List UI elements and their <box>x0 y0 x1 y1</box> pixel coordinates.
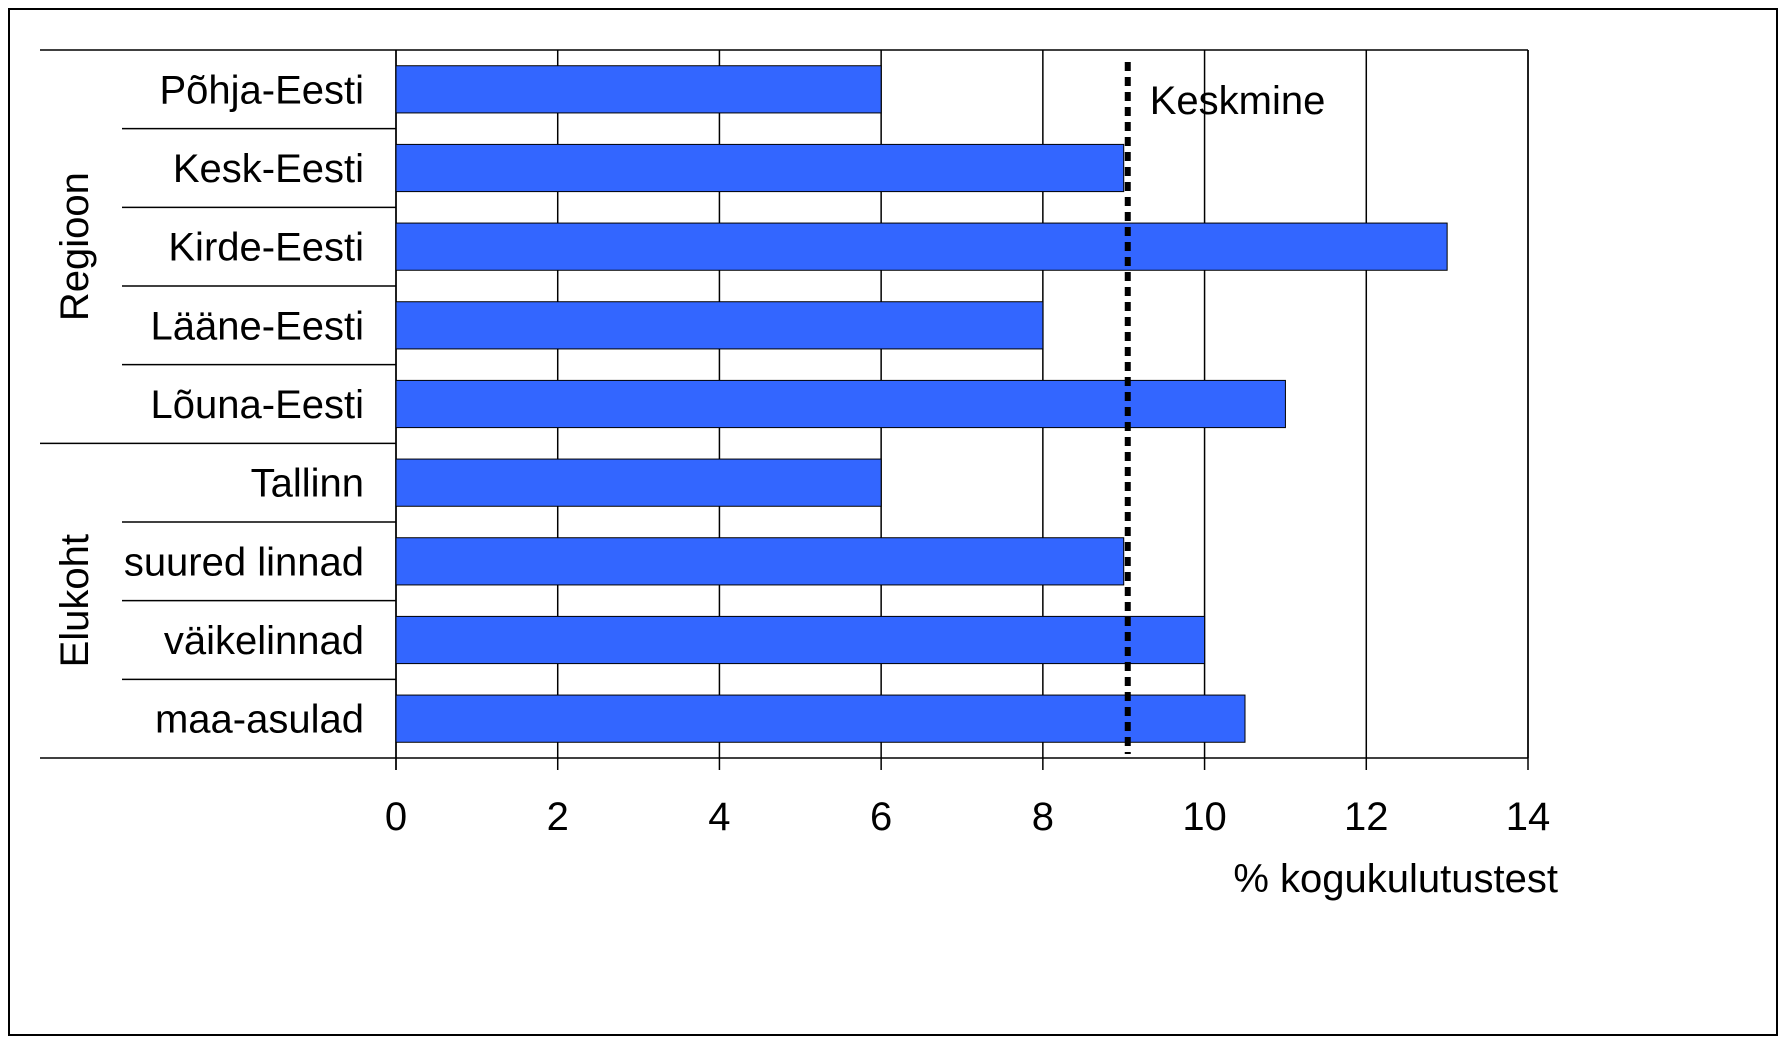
bar <box>395 537 1125 586</box>
bar <box>395 222 1448 271</box>
group-label: Elukoht <box>53 534 97 667</box>
bar <box>395 379 1286 429</box>
bar <box>395 458 882 507</box>
category-label: Lääne-Eesti <box>151 304 364 348</box>
chart-frame: 0 2 4 6 8 10 12 14 Põhja-Eesti Kesk-Eesti Kirde-Ee… <box>8 8 1778 1036</box>
category-label: Tallinn <box>251 462 364 506</box>
category-label: maa-asulad <box>155 698 364 742</box>
x-tick-label: 14 <box>1506 795 1551 839</box>
x-tick-label: 4 <box>708 795 730 839</box>
bar <box>395 65 882 114</box>
category-label: Kesk-Eesti <box>173 147 364 191</box>
bar <box>395 143 1125 193</box>
average-reference-label: Keskmine <box>1150 79 1326 123</box>
x-tick-label: 6 <box>870 795 892 839</box>
x-tick-label: 8 <box>1032 795 1054 839</box>
bar-chart: 0 2 4 6 8 10 12 14 Põhja-Eesti Kesk-Eesti Kirde-Ee… <box>40 49 1558 901</box>
bar <box>395 615 1206 665</box>
x-tick-label: 0 <box>385 795 407 839</box>
x-tick-label: 12 <box>1344 795 1389 839</box>
x-tick-label: 2 <box>547 795 569 839</box>
category-label: Lõuna-Eesti <box>151 383 364 427</box>
category-label: Põhja-Eesti <box>159 68 364 112</box>
category-label: väikelinnad <box>164 619 364 663</box>
bar <box>395 694 1246 743</box>
x-tick-label: 10 <box>1182 795 1227 839</box>
category-label: suured linnad <box>124 540 364 584</box>
x-axis-title: % kogukulutustest <box>1233 857 1558 901</box>
bar <box>395 301 1044 350</box>
group-label: Regioon <box>53 172 97 321</box>
category-label: Kirde-Eesti <box>168 226 364 270</box>
